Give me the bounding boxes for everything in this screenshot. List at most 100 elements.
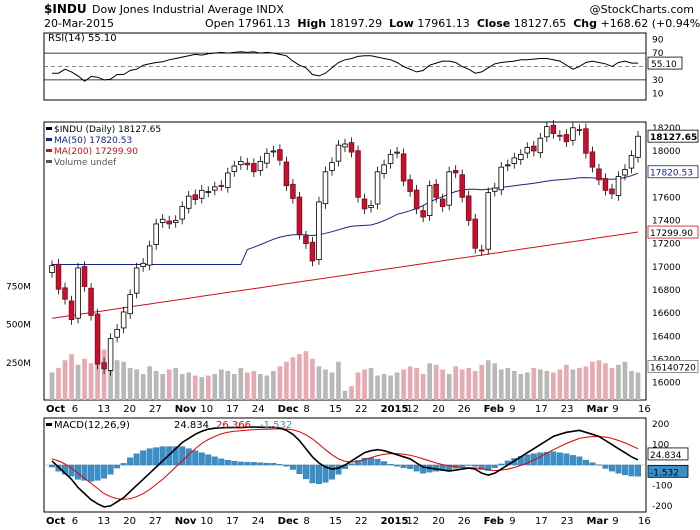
candle-body [615,176,622,196]
candle [101,357,107,374]
price-value-box [647,360,699,373]
candle [159,214,166,228]
macd-histogram-bar [420,464,427,474]
volume-bar [349,386,354,400]
macd-histogram-bar [146,448,153,466]
candle-body [413,189,420,210]
candle [205,186,212,198]
price-value-label: 18127.65 [650,133,697,143]
volume-bar [310,358,315,400]
price-tick-label: 16600 [652,309,681,319]
macd-histogram-bar [576,456,583,466]
price-value-tag: 18127.65 [647,129,699,143]
price-tick-label: 16800 [652,286,681,296]
candle [257,156,264,176]
macd-histogram-bar [550,451,557,466]
x-axis-label: 15 [329,516,342,527]
price-panel: 1820018000178001760017400172001700016800… [6,120,699,401]
x-axis-label: 15 [329,404,342,415]
candle [75,262,81,324]
macd-histogram-bar [120,463,127,466]
candle-body [101,362,107,370]
x-axis-label: 12 [406,516,419,527]
candle [270,145,277,158]
price-value-box [647,225,699,239]
candle [225,167,231,193]
candle [433,179,439,203]
macd-tick-label: 200 [652,420,669,430]
x-axis-label: 20 [123,516,136,527]
candle-body [407,179,413,192]
macd-histogram-bar [608,464,615,472]
x-axis-label: 9 [612,404,618,415]
candle-body [361,198,368,210]
candle-body [283,161,290,187]
candle [94,308,101,370]
rsi-current-tag: 55.10 [647,56,683,70]
candle [335,139,342,167]
candle-body [544,126,550,138]
candle-body [120,311,127,329]
price-tick-label: 18000 [652,147,681,157]
volume-bar [277,366,283,400]
candle [472,213,478,254]
candle-body [62,287,68,300]
macd-histogram-bar [524,454,531,466]
candle-body [602,178,609,191]
volume-bar [75,364,81,400]
candle-body [166,220,172,225]
volume-bar [231,374,237,400]
volume-bar [590,361,595,400]
x-axis-label: 8 [303,404,309,415]
x-axis-label: 12 [406,404,419,415]
candle-body [452,170,459,174]
candle [492,182,498,197]
volume-bar [127,367,133,400]
rsi-current-label: 55.10 [651,60,677,70]
macd-legend-name: MACD(12,26,9) [54,420,130,431]
macd-histogram-bar [374,458,381,466]
candle [309,237,316,267]
candle-body [531,145,537,152]
volume-bar [284,361,289,400]
volume-bar [453,366,459,400]
candle [420,205,426,223]
macd-line [51,426,639,508]
volume-bar [271,370,276,400]
macd-histogram-bar [315,464,322,484]
candle [88,283,94,321]
macd-histogram-bar [250,462,257,466]
candle-body [537,137,544,154]
candle-body [387,154,394,164]
candle-body [55,263,62,290]
macd-legend-value: 24.834 [174,420,209,431]
candle [212,181,218,196]
volume-bar [524,372,530,400]
candle-body [303,235,309,245]
candle [439,193,446,212]
macd-legend: MACD(12,26,9) 24.834 26.366 -1.532 [46,420,292,431]
macd-tick-label: -100 [652,481,673,491]
x-axis-label: 16 [638,404,651,415]
macd-tick-label: 100 [652,441,669,451]
macd-legend-swatch [46,423,52,426]
candle-body [635,135,641,158]
volume-bar [485,360,491,400]
macd-histogram-bar [198,452,205,466]
candle [570,122,576,146]
index-name: Dow Jones Industrial Average INDX [92,3,284,16]
candle [244,157,251,171]
candle [140,258,146,272]
candle [576,124,583,136]
stockcharts-credit[interactable]: @StockCharts.com [589,3,694,16]
x-axis-label: 24 [252,516,265,527]
candle-body [270,150,277,153]
candle-body [251,163,257,173]
volume-bar [537,369,543,400]
macd-histogram-bar [478,464,485,470]
chg-value: +168.62 (+0.94%) [600,17,700,30]
macd-histogram-bar [192,450,199,466]
volume-bar [381,374,387,400]
candle [133,262,140,299]
